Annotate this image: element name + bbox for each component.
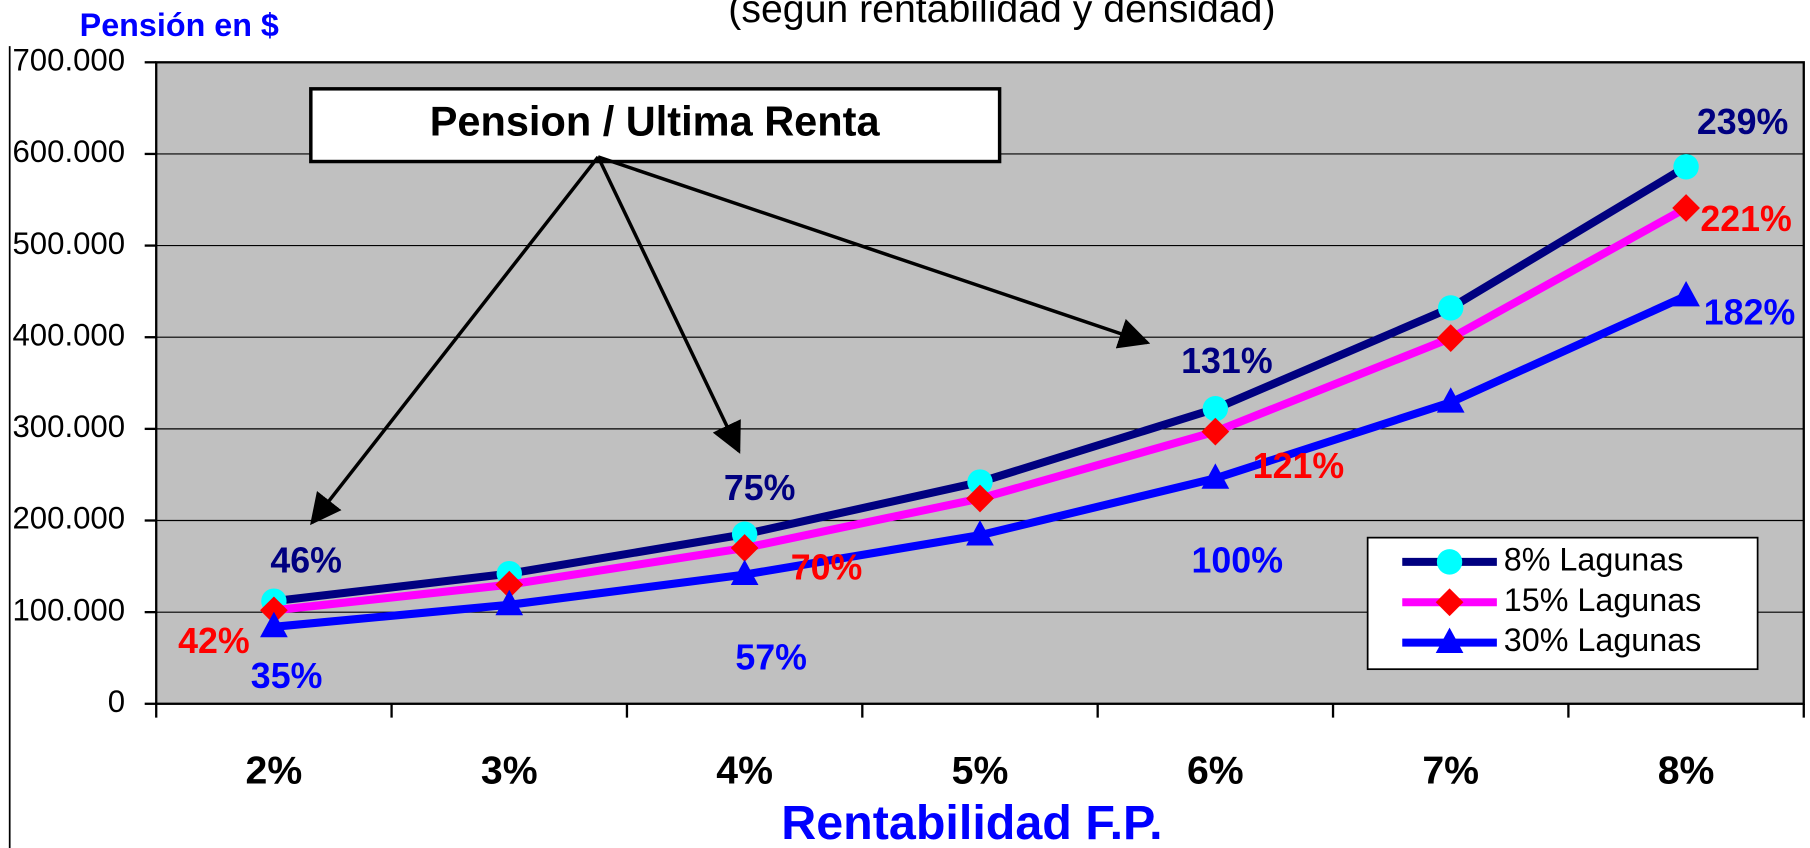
marker bbox=[730, 559, 759, 585]
data-label: 57% bbox=[735, 637, 807, 677]
x-tick-label: 2% bbox=[246, 748, 303, 792]
x-tick-label: 6% bbox=[1187, 748, 1244, 792]
y-tick-label: 300.000 bbox=[12, 409, 125, 444]
callout-arrow bbox=[310, 155, 600, 526]
marker bbox=[260, 611, 288, 638]
marker bbox=[495, 589, 524, 616]
data-label: 35% bbox=[251, 656, 323, 696]
y-tick-label: 400.000 bbox=[12, 317, 125, 352]
data-label: 42% bbox=[178, 621, 250, 661]
marker bbox=[1435, 627, 1464, 654]
callout-arrow bbox=[596, 156, 741, 454]
x-tick-label: 3% bbox=[481, 748, 538, 792]
y-tick-label: 100.000 bbox=[12, 592, 125, 627]
y-tick-label: 0 bbox=[108, 684, 125, 719]
chart-title: (según rentabilidad y densidad) bbox=[728, 0, 1275, 31]
data-label: 75% bbox=[724, 468, 796, 508]
data-label: 221% bbox=[1700, 199, 1791, 239]
x-tick-label: 8% bbox=[1658, 748, 1715, 792]
legend-label: 15% Lagunas bbox=[1504, 582, 1702, 618]
x-tick-label: 5% bbox=[952, 748, 1009, 792]
legend: 8% Lagunas 15% Lagunas 30% Lagunas bbox=[1366, 536, 1759, 671]
marker bbox=[1202, 396, 1229, 422]
data-label: 239% bbox=[1697, 102, 1788, 142]
callout-arrow bbox=[597, 155, 1151, 349]
x-axis-label: Rentabilidad F.P. bbox=[781, 796, 1162, 848]
marker bbox=[1201, 417, 1230, 446]
series-layer bbox=[260, 154, 1700, 638]
data-label: 100% bbox=[1192, 540, 1283, 580]
x-tick-label: 7% bbox=[1422, 748, 1479, 792]
data-label: 182% bbox=[1704, 292, 1795, 332]
marker bbox=[1436, 387, 1465, 413]
y-tick-label: 500.000 bbox=[12, 226, 125, 261]
marker bbox=[1673, 154, 1699, 180]
y-axis-label: Pensión en $ bbox=[80, 7, 279, 43]
marker bbox=[966, 484, 994, 513]
x-tick-label: 4% bbox=[716, 748, 773, 792]
legend-label: 30% Lagunas bbox=[1504, 622, 1702, 658]
y-tick-label: 600.000 bbox=[12, 134, 125, 169]
data-label: 70% bbox=[791, 547, 863, 587]
y-tick-label: 700.000 bbox=[12, 43, 125, 78]
data-label: 46% bbox=[270, 540, 342, 580]
marker bbox=[1438, 295, 1464, 321]
callout: Pension / Ultima Renta bbox=[309, 87, 1151, 526]
marker bbox=[1201, 463, 1230, 489]
callout-box bbox=[309, 87, 1002, 164]
callout-text: Pension / Ultima Renta bbox=[430, 98, 881, 145]
marker bbox=[1672, 280, 1700, 307]
marker bbox=[1436, 324, 1465, 352]
data-label: 121% bbox=[1253, 446, 1344, 486]
legend-label: 8% Lagunas bbox=[1504, 541, 1684, 577]
marker bbox=[1436, 549, 1463, 575]
data-label: 131% bbox=[1181, 341, 1272, 381]
marker bbox=[966, 520, 994, 546]
y-tick-label: 200.000 bbox=[12, 501, 125, 536]
marker bbox=[967, 469, 993, 495]
